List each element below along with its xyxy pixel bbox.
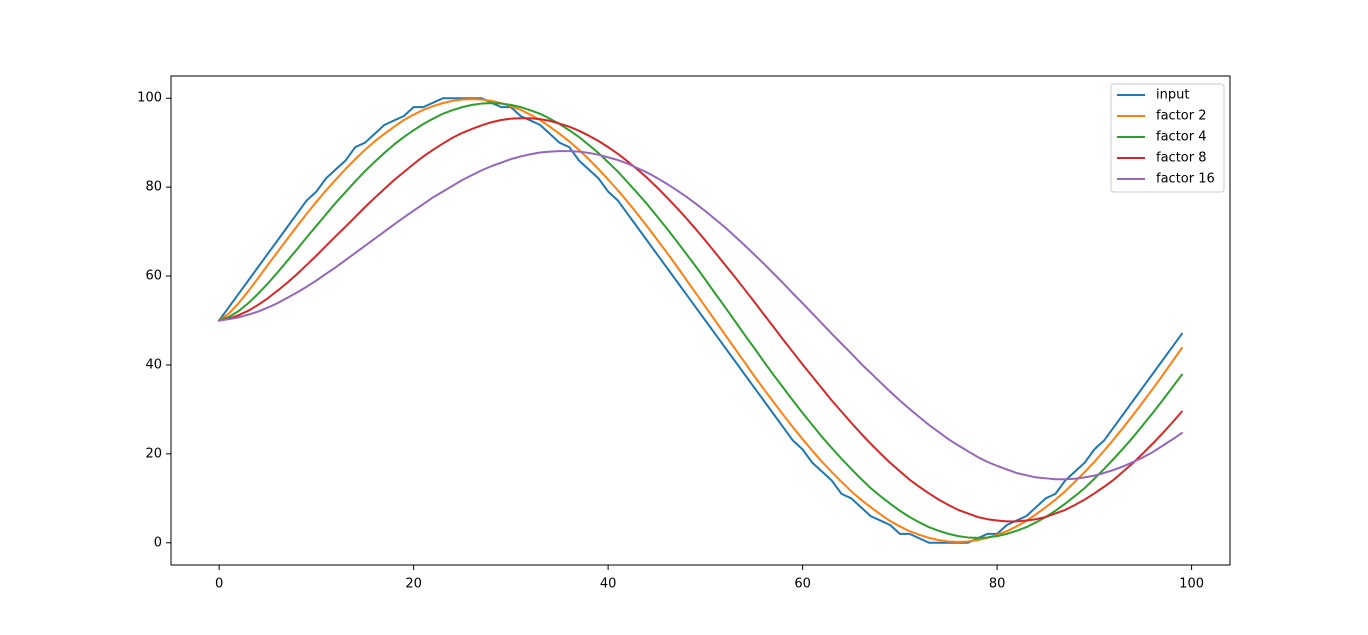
x-tick-label: 40 — [600, 577, 617, 592]
y-tick-label: 20 — [145, 446, 162, 461]
legend-label: factor 4 — [1156, 130, 1207, 145]
legend: input factor 2 factor 4 factor 8 factor 16 — [1110, 83, 1225, 193]
legend-label: factor 16 — [1156, 172, 1215, 187]
series-line — [217, 102, 1184, 539]
x-tick-label: 0 — [215, 577, 223, 592]
legend-label: factor 2 — [1156, 109, 1207, 124]
legend-label: input — [1156, 88, 1189, 103]
x-tick-label: 20 — [405, 577, 422, 592]
x-tick-label: 100 — [1179, 577, 1204, 592]
series-line — [217, 117, 1184, 523]
legend-label: factor 8 — [1156, 151, 1207, 166]
series-line — [217, 97, 1184, 544]
y-tick-label: 60 — [145, 269, 162, 284]
series-line — [218, 150, 1184, 481]
series-line — [217, 98, 1184, 543]
legend-box — [1110, 83, 1225, 193]
x-tick-label: 80 — [989, 577, 1006, 592]
y-tick-label: 80 — [145, 180, 162, 195]
y-tick-label: 0 — [154, 535, 162, 550]
x-tick-label: 60 — [794, 577, 811, 592]
axes-frame — [170, 75, 1231, 566]
y-tick-label: 40 — [145, 357, 162, 372]
y-tick-label: 100 — [137, 91, 162, 106]
